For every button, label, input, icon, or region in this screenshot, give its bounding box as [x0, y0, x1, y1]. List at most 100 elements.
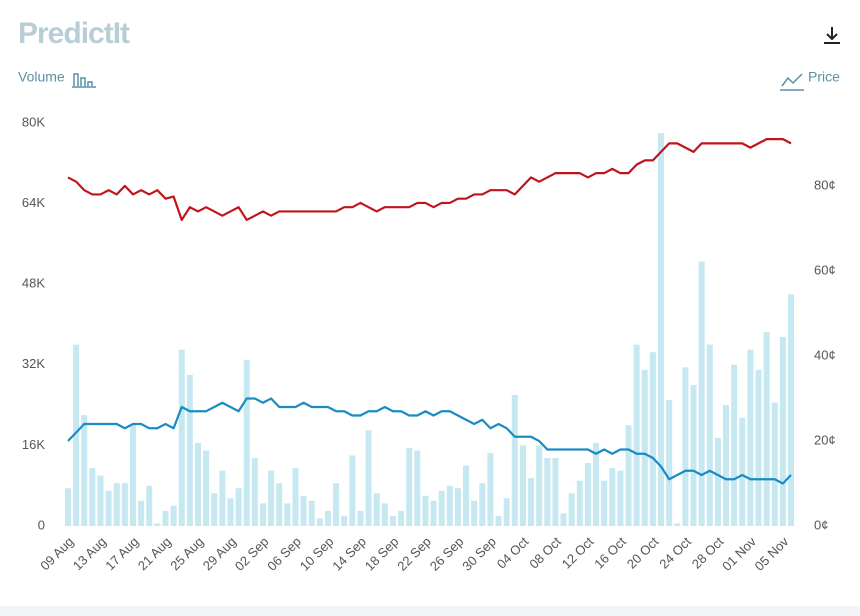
price-line: [67, 138, 792, 222]
y2-tick-label: 60¢: [814, 262, 836, 277]
volume-bar: [129, 425, 136, 526]
volume-bar: [763, 332, 770, 526]
volume-bar: [381, 503, 388, 526]
volume-bar: [633, 344, 640, 526]
volume-bar: [398, 510, 405, 526]
volume-bar: [89, 468, 96, 526]
volume-bar: [365, 430, 372, 526]
volume-bar: [65, 488, 71, 526]
volume-bar: [454, 488, 461, 526]
volume-bar: [121, 483, 128, 526]
volume-bar: [357, 510, 364, 526]
y-axis-label: Volume: [18, 69, 65, 85]
volume-bar: [292, 468, 299, 526]
volume-bar: [422, 495, 429, 526]
volume-bar: [203, 450, 210, 526]
volume-bar: [324, 510, 331, 526]
y-tick-label: 16K: [22, 437, 45, 452]
volume-bar: [446, 485, 453, 526]
volume-bar: [227, 498, 234, 526]
volume-bar: [438, 490, 445, 526]
volume-bar: [511, 395, 518, 526]
y2-axis-label: Price: [808, 69, 840, 85]
volume-bar: [568, 493, 575, 526]
price-icon: [780, 73, 804, 91]
volume-bar: [471, 500, 478, 526]
y2-tick-label: 0¢: [814, 517, 828, 532]
volume-bar: [609, 468, 616, 526]
volume-bar: [219, 470, 226, 526]
download-button[interactable]: [824, 27, 840, 44]
volume-bar: [747, 349, 754, 526]
volume-bar: [105, 490, 112, 526]
volume-bar: [284, 503, 291, 526]
volume-bar: [739, 417, 746, 526]
volume-bar: [771, 402, 778, 526]
volume-bar: [259, 503, 266, 526]
volume-bar: [406, 447, 413, 526]
y-tick-label: 0: [38, 517, 45, 532]
volume-bar: [666, 400, 673, 526]
volume-bar: [487, 452, 494, 526]
y2-tick-label: 20¢: [814, 432, 836, 447]
volume-bar: [186, 374, 193, 526]
volume-bar: [97, 475, 104, 526]
y-tick-label: 80K: [22, 114, 45, 129]
volume-bar: [723, 405, 730, 526]
volume-bar: [674, 523, 681, 526]
volume-bar: [268, 470, 275, 526]
volume-bar: [584, 463, 591, 526]
volume-bar: [503, 498, 510, 526]
volume-bar: [714, 437, 721, 526]
y-tick-label: 48K: [22, 276, 45, 291]
price-line: [67, 397, 792, 485]
volume-bar: [519, 445, 526, 526]
volume-bar: [178, 349, 185, 526]
volume-bar: [414, 450, 421, 526]
volume-bar: [779, 337, 786, 526]
volume-bar: [528, 478, 535, 526]
volume-bar: [788, 294, 794, 526]
volume-bar: [341, 515, 348, 526]
y-tick-label: 32K: [22, 356, 45, 371]
volume-bar: [641, 369, 648, 526]
y2-tick-label: 80¢: [814, 177, 836, 192]
volume-bar: [154, 523, 161, 526]
volume-icon: [72, 73, 96, 88]
volume-bar: [349, 455, 356, 526]
volume-bar: [755, 369, 762, 526]
volume-bar: [463, 465, 470, 526]
volume-bar: [73, 344, 80, 526]
volume-bar: [251, 457, 258, 526]
volume-bar: [146, 485, 153, 526]
volume-bar: [593, 442, 600, 526]
volume-bar: [211, 493, 218, 526]
volume-bar: [243, 359, 250, 526]
volume-bar: [430, 500, 437, 526]
volume-bar: [235, 488, 242, 526]
volume-bar: [333, 483, 340, 526]
volume-bar: [300, 495, 307, 526]
volume-bar: [698, 261, 705, 526]
volume-bar: [170, 505, 177, 526]
volume-bar: [690, 384, 697, 526]
volume-bar: [113, 483, 120, 526]
volume-bar: [649, 352, 656, 526]
volume-bar: [81, 415, 88, 526]
volume-bar: [625, 425, 632, 526]
volume-bar: [617, 470, 624, 526]
volume-bar: [544, 457, 551, 526]
volume-bar: [560, 513, 567, 526]
volume-bar: [276, 483, 283, 526]
volume-bar: [552, 457, 559, 526]
volume-bar: [576, 480, 583, 526]
volume-bar: [389, 515, 396, 526]
volume-bar: [536, 445, 543, 526]
logo: PredictIt: [18, 17, 130, 50]
y2-tick-label: 40¢: [814, 347, 836, 362]
volume-bar: [373, 493, 380, 526]
volume-bar: [479, 483, 486, 526]
